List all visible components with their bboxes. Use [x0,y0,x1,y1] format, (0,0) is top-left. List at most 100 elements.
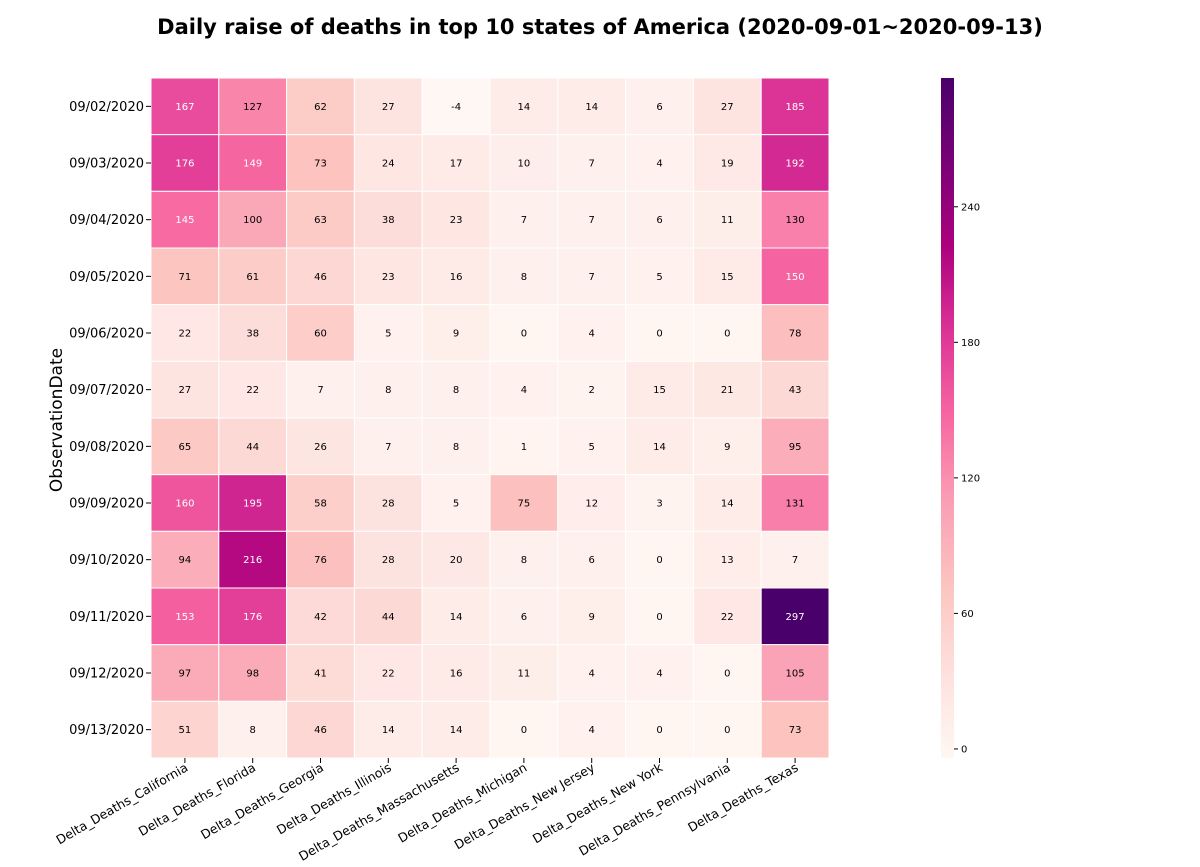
y-axis: 09/02/2020 09/03/2020 09/04/2020 09/05/2020… [69,100,151,738]
cell-value-label: 4 [521,385,527,396]
heatmap-cell [760,700,830,759]
heatmap-cell [557,304,627,362]
cell-value-label: 23 [382,272,395,283]
cell-value-label: 58 [314,499,327,510]
cell-value-label: 7 [792,555,798,566]
heatmap-cell [286,304,355,362]
cell-value-label: 6 [521,612,527,623]
cell-value-label: 1 [521,442,527,453]
heatmap-cell [692,587,762,646]
cell-value-label: 5 [453,499,459,510]
cell-value-label: 0 [656,725,662,736]
cell-value-label: 62 [314,102,327,113]
heatmap-cell [489,530,559,589]
cell-value-label: 9 [589,612,595,623]
heatmap-cell [421,247,491,306]
cell-value-label: 16 [450,669,463,680]
heatmap-cell [692,360,762,419]
cell-value-label: 22 [246,385,259,396]
cell-value-label: 0 [724,329,730,340]
cell-value-label: 100 [243,215,262,226]
x-tick-label: Delta_Deaths_Georgia [198,760,326,843]
cell-value-label: 94 [179,555,192,566]
cell-value-label: 24 [382,159,395,170]
cell-value-label: 14 [721,499,734,510]
heatmap-cell [150,644,220,702]
cell-value-label: 8 [385,385,391,396]
cell-value-label: 17 [450,159,463,170]
cell-value-label: 10 [518,159,531,170]
heatmap-cell [218,77,288,136]
cell-value-label: 0 [656,555,662,566]
cell-value-label: 131 [786,499,805,510]
heatmap-cell [421,304,491,362]
heatmap-cell [286,417,355,476]
heatmap-cell [286,700,355,759]
colorbar-tick-label: 120 [961,473,980,484]
heatmap-cell [692,530,762,589]
heatmap-cell [286,77,355,136]
heatmap-cell [353,360,423,419]
cell-value-label: 5 [589,442,595,453]
heatmap-cell [557,77,627,136]
cell-value-label: 27 [179,385,192,396]
cell-value-label: 14 [450,612,463,623]
heatmap-cell [150,360,220,419]
cell-value-label: 297 [786,612,805,623]
cell-value-label: 0 [656,329,662,340]
cell-value-label: 5 [656,272,662,283]
cell-value-label: 78 [789,329,802,340]
colorbar-tick-label: 240 [961,202,980,213]
heatmap-cell [353,417,423,476]
heatmap-cell [150,77,220,136]
cell-value-label: 105 [786,669,805,680]
cell-value-label: 0 [724,669,730,680]
heatmap-cell [421,360,491,419]
cell-value-label: 9 [453,329,459,340]
heatmap-cell [760,417,830,476]
cell-value-label: 95 [789,442,802,453]
heatmap-cell [218,360,288,419]
heatmap-cell [692,77,762,136]
heatmap-cell [625,304,694,362]
cell-value-label: 5 [385,329,391,340]
y-tick-label: 09/05/2020 [69,270,144,285]
heatmap-cell [421,134,491,192]
cell-value-label: 46 [314,272,327,283]
cell-value-label: 0 [521,725,527,736]
heatmap-cell [286,134,355,192]
cell-value-label: 22 [179,329,192,340]
y-tick-label: 09/13/2020 [69,723,144,738]
heatmap-cell [625,134,694,192]
cell-value-label: 4 [656,159,662,170]
heatmap-cell [760,530,830,589]
heatmap-cell [557,134,627,192]
cell-value-label: 22 [382,669,395,680]
heatmap-cell [421,190,491,249]
y-tick-label: 09/04/2020 [69,213,144,228]
cell-value-label: 0 [724,725,730,736]
heatmap-cell [286,644,355,702]
cell-value-label: 6 [589,555,595,566]
cell-value-label: 4 [589,329,595,340]
cell-value-label: 60 [314,329,327,340]
y-tick-label: 09/10/2020 [69,553,144,568]
cell-value-label: 4 [589,669,595,680]
cell-value-label: 97 [179,669,192,680]
heatmap-cell [557,474,627,532]
cell-value-label: 44 [246,442,259,453]
cell-value-label: 6 [656,102,662,113]
cell-value-label: 76 [314,555,327,566]
heatmap-cell [625,417,694,476]
heatmap-cell [489,700,559,759]
cell-value-label: -4 [451,102,461,113]
cell-value-label: 3 [656,499,662,510]
cell-value-label: 11 [518,669,531,680]
heatmap-cell [489,587,559,646]
cell-value-label: 71 [179,272,192,283]
heatmap-cell [286,587,355,646]
cell-value-label: 23 [450,215,463,226]
cell-value-label: 15 [721,272,734,283]
cell-value-label: 11 [721,215,734,226]
